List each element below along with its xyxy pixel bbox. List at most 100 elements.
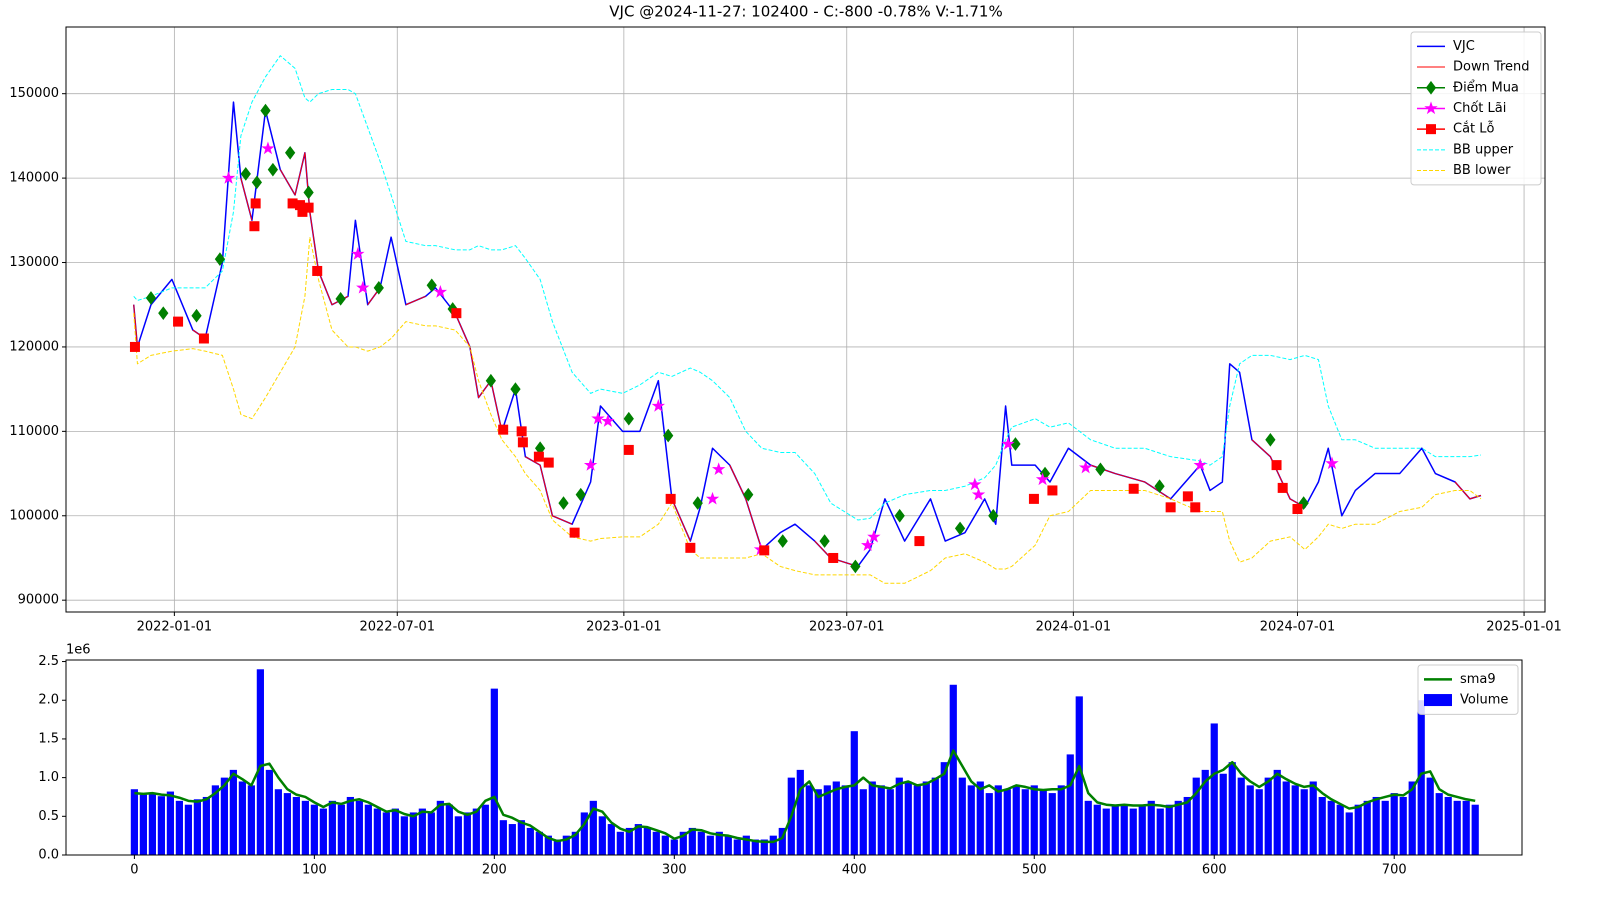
marker-square [1182,491,1193,502]
marker-square [759,545,770,556]
marker-diamond [485,373,496,388]
legend-label: VJC [1453,39,1475,54]
volume-bar [274,789,282,855]
marker-star [971,487,986,501]
offset-label: 1e6 [66,643,91,658]
volume-bar [1309,781,1317,855]
volume-bar [130,789,138,855]
volume-bar [1111,804,1119,855]
volume-bar [823,785,831,855]
marker-diamond [285,145,296,160]
volume-bar [1462,800,1470,855]
volume-bar [481,804,489,855]
marker-star [1001,436,1015,450]
volume-bar [589,800,597,855]
volume-bar [895,777,903,855]
marker-square [173,316,184,327]
volume-bar [1156,808,1164,855]
marker-diamond [1265,432,1276,447]
marker-star [591,411,605,425]
volume-bar [1363,800,1371,855]
volume-bar [1183,796,1191,855]
volume-bar [661,835,669,855]
marker-star [583,458,598,471]
volume-bar [1327,800,1335,855]
x-tick-label: 2024-01-01 [1036,620,1112,635]
volume-bar [1174,800,1182,855]
volume-bar [1471,804,1479,855]
volume-bar [355,800,363,855]
volume-bar [220,777,228,855]
marker-diamond [510,382,521,396]
volume-bar [607,824,615,855]
volume-bar [751,839,759,855]
volume-bar [1426,777,1434,855]
volume-bar [1093,804,1101,855]
volume-bar [832,781,840,855]
marker-square [516,426,527,437]
marker-star [861,538,875,551]
marker-star [705,491,720,505]
marker-diamond [1154,479,1165,494]
volume-bar [1228,762,1236,855]
legend: sma9 Volume [1417,664,1519,715]
x-tick-label: 500 [1022,863,1047,878]
marker-diamond [191,308,202,323]
marker-diamond [158,306,169,321]
marker-star [968,477,982,491]
volume-bar [175,800,183,855]
marker-star [1193,458,1207,471]
volume-bar [499,820,507,855]
volume-bar [1291,785,1299,855]
volume-bar [688,827,696,855]
axes-frame [65,26,1546,613]
chart-title: VJC @2024-11-27: 102400 - C:-800 -0.78% … [609,3,1002,21]
volume-bar [814,789,822,855]
marker-star [433,285,448,298]
volume-bar [796,769,804,855]
volume-bar [841,785,849,855]
volume-bar [337,804,345,855]
volume-bar [1192,777,1200,855]
volume-bar [1039,789,1047,855]
marker-square [1028,493,1039,504]
marker-diamond [251,175,263,190]
volume-bar [724,835,732,855]
volume-bar [1012,785,1020,855]
x-tick-label: 2025-01-01 [1486,620,1562,635]
x-tick-label: 400 [842,863,867,878]
volume-bar [1030,785,1038,855]
volume-bar [1147,800,1155,855]
volume-bar [715,831,723,855]
volume-bar [778,827,786,855]
marker-diamond [777,534,788,548]
volume-bar [139,794,147,855]
marker-square [249,221,260,232]
volume-bar [436,800,444,855]
volume-bar [535,831,543,855]
series-line [134,749,1476,844]
marker-diamond [692,496,703,510]
marker-star [1325,456,1339,470]
legend-label: Điểm Mua [1453,80,1519,95]
volume-bar [670,839,678,855]
volume-bar [679,831,687,855]
volume-bar [184,804,192,855]
marker-square [1271,460,1282,471]
volume-bar [1399,796,1407,855]
marker-square [665,493,676,504]
plot-area: 2022-01-01 2022-07-01 2023-01-01 2023-07-01… [9,26,1562,635]
marker-square [198,333,209,344]
volume-bar [409,812,417,855]
volume-bar [616,831,624,855]
volume-bar [508,824,516,855]
marker-square [517,437,528,448]
y-tick-label: 130000 [9,255,59,270]
marker-diamond [303,185,314,200]
y-tick-label: 1.5 [38,731,59,746]
volume-bar [238,781,246,855]
volume-bar [1219,773,1227,855]
x-tick-label: 200 [482,863,507,878]
legend-swatch [1424,694,1452,707]
